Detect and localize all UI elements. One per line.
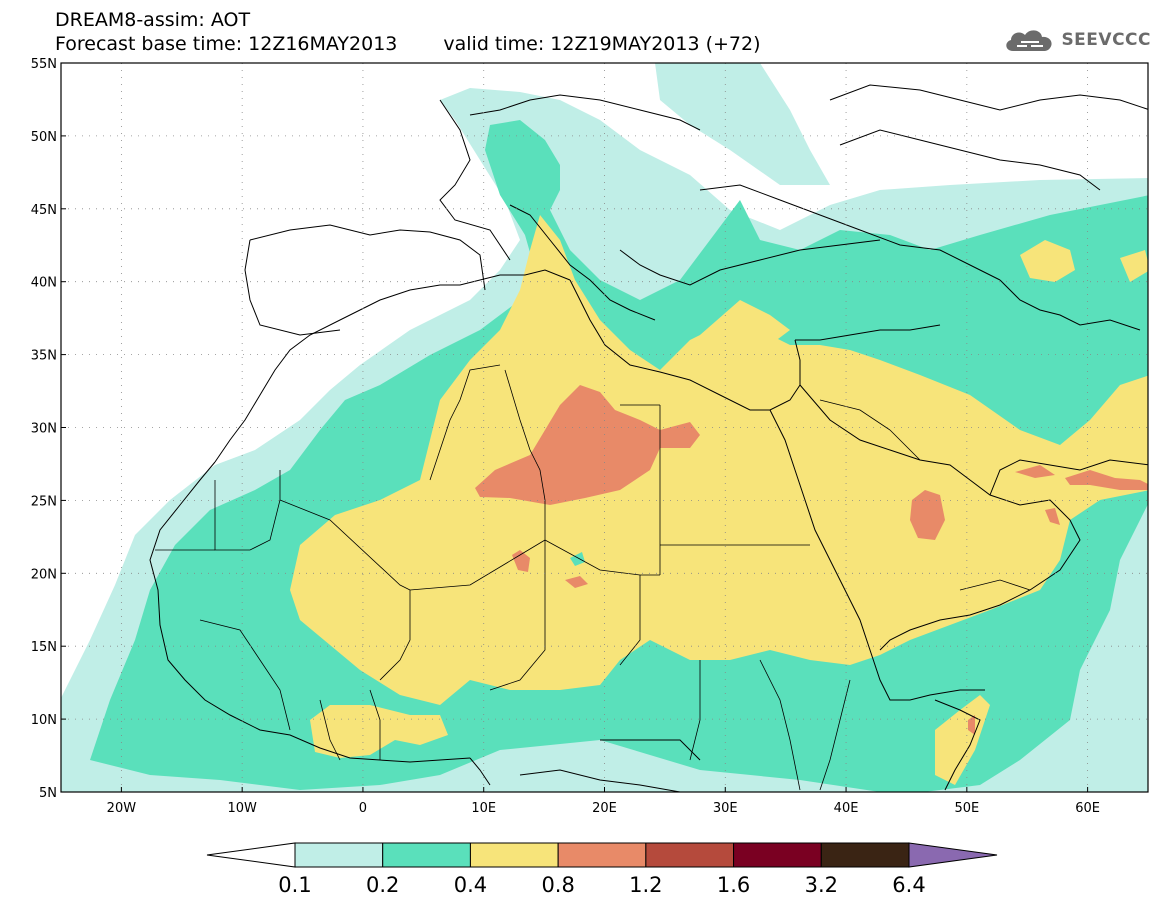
lat-tick-label: 45N <box>31 203 57 218</box>
lat-tick-label: 30N <box>31 422 57 437</box>
colorbar-segment <box>820 842 910 868</box>
aot-colorbar: 0.1 0.2 0.4 0.8 1.2 1.6 3.2 6.4 <box>206 842 998 897</box>
lat-tick-label: 25N <box>31 494 57 509</box>
lon-tick-label: 30E <box>713 801 738 816</box>
lon-tick-label: 10W <box>227 801 257 816</box>
lon-tick-label: 10E <box>471 801 496 816</box>
colorbar-segment <box>645 842 735 868</box>
lat-tick-label: 5N <box>39 786 57 801</box>
coastlines-borders <box>149 84 1148 792</box>
seevccc-logo: SEEVCCC <box>1003 24 1151 56</box>
lon-tick-label: 0 <box>359 801 367 816</box>
lat-tick-label: 35N <box>31 349 57 364</box>
lon-tick-label: 40E <box>834 801 859 816</box>
aot-field-0.4 <box>290 215 1148 785</box>
lon-tick-label: 20W <box>107 801 137 816</box>
colorbar-label: 0.2 <box>366 873 399 897</box>
lat-tick-label: 20N <box>31 567 57 582</box>
colorbar-segment <box>733 842 822 868</box>
colorbar-label: 3.2 <box>805 873 838 897</box>
colorbar-segment <box>206 842 296 868</box>
cloud-logo-icon <box>1006 30 1053 51</box>
colorbar-segment <box>469 842 559 868</box>
map-graticule <box>61 63 1148 792</box>
lon-tick-label: 20E <box>592 801 617 816</box>
base-time-label: Forecast base time: 12Z16MAY2013 <box>55 33 398 55</box>
lat-tick-label: 10N <box>31 713 57 728</box>
colorbar-segment <box>294 842 384 868</box>
colorbar-segment <box>908 842 998 868</box>
colorbar-label: 1.6 <box>717 873 750 897</box>
colorbar-label: 0.1 <box>278 873 311 897</box>
time-info: Forecast base time: 12Z16MAY2013 valid ti… <box>55 33 761 55</box>
aot-field-0.2-patch <box>570 552 585 566</box>
lat-tick-label: 15N <box>31 640 57 655</box>
colorbar-label: 6.4 <box>892 873 925 897</box>
lat-tick-label: 55N <box>31 57 57 72</box>
lon-tick-label: 50E <box>954 801 979 816</box>
lat-tick-label: 50N <box>31 130 57 145</box>
map-axis-ticks: 55N 50N 45N 40N 35N 30N 25N 20N 15N 10N 5N 20W 10W 0 1… <box>31 57 1100 816</box>
colorbar-label: 0.4 <box>454 873 487 897</box>
colorbar-label: 0.8 <box>541 873 574 897</box>
lat-tick-label: 40N <box>31 276 57 291</box>
aot-field-0.8 <box>475 385 1148 735</box>
brand-name: SEEVCCC <box>1061 30 1151 50</box>
colorbar-segment <box>557 842 647 868</box>
colorbar-segment <box>382 842 471 868</box>
valid-time-label: valid time: 12Z19MAY2013 (+72) <box>443 33 761 55</box>
lon-tick-label: 60E <box>1075 801 1100 816</box>
country-borders <box>155 364 1031 791</box>
colorbar-label: 1.2 <box>629 873 662 897</box>
map-title: DREAM8-assim: AOT <box>55 9 251 31</box>
